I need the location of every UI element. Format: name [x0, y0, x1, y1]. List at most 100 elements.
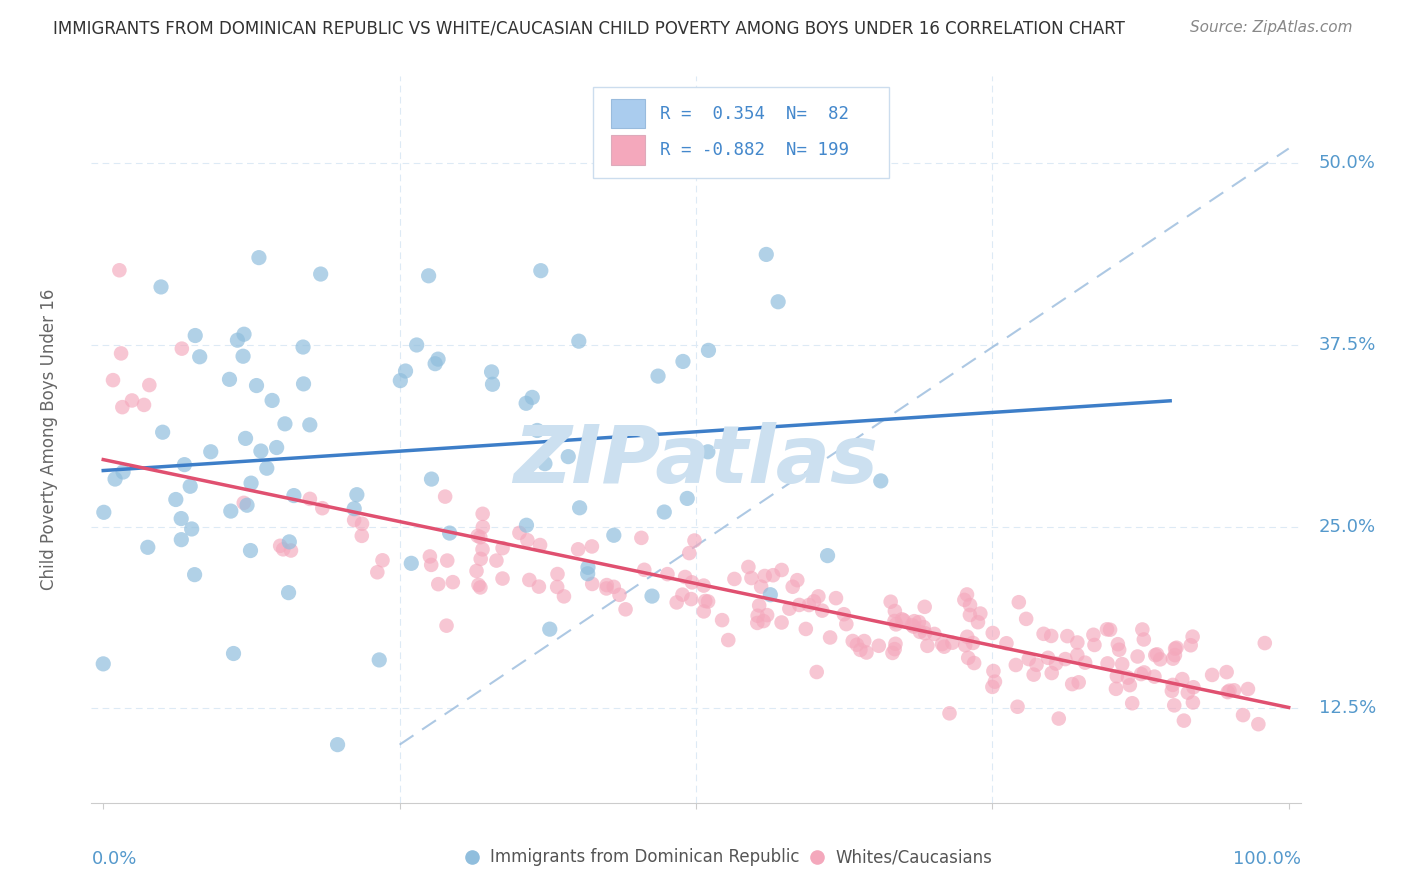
Point [959, 607, 981, 622]
Point [957, 651, 980, 665]
Point [1067, 675, 1090, 690]
Point [389, 374, 412, 388]
Text: ZIPatlas: ZIPatlas [513, 422, 879, 500]
Text: Source: ZipAtlas.com: Source: ZipAtlas.com [1189, 20, 1353, 35]
Point [671, 588, 693, 602]
Point [1180, 638, 1202, 652]
Point [568, 334, 591, 348]
Point [1177, 686, 1199, 700]
Point [256, 461, 278, 475]
Point [418, 268, 440, 283]
Point [394, 364, 416, 378]
Point [111, 400, 134, 414]
Point [647, 369, 669, 384]
Bar [612, 136, 645, 164]
Point [530, 263, 553, 277]
Point [434, 490, 457, 504]
Point [603, 580, 626, 594]
Point [110, 346, 132, 360]
Point [818, 631, 841, 645]
Point [546, 580, 568, 594]
Point [1216, 685, 1239, 699]
Point [883, 604, 905, 618]
Point [1105, 681, 1128, 696]
Point [101, 373, 124, 387]
Point [471, 520, 494, 534]
Point [956, 630, 979, 644]
Point [226, 333, 249, 347]
Point [557, 450, 579, 464]
Point [1161, 651, 1184, 665]
Point [1095, 622, 1118, 636]
Point [470, 530, 492, 544]
Point [136, 541, 159, 555]
Point [188, 350, 211, 364]
Point [787, 598, 810, 612]
Text: Immigrants from Dominican Republic: Immigrants from Dominican Republic [491, 848, 800, 866]
Point [766, 294, 789, 309]
Point [274, 417, 297, 431]
Point [1181, 630, 1204, 644]
Point [247, 251, 270, 265]
Point [108, 263, 131, 277]
Point [1143, 670, 1166, 684]
Point [465, 564, 488, 578]
Point [250, 444, 273, 458]
Point [233, 327, 256, 342]
Point [522, 390, 544, 404]
Point [538, 622, 561, 636]
Point [1130, 667, 1153, 681]
Point [371, 553, 394, 567]
Point [782, 580, 804, 594]
Point [239, 543, 262, 558]
Point [995, 636, 1018, 650]
Point [891, 612, 914, 626]
Point [603, 528, 626, 542]
Point [508, 525, 530, 540]
Point [1119, 678, 1142, 692]
Point [697, 594, 720, 608]
Point [138, 378, 160, 392]
Point [807, 590, 830, 604]
Point [983, 664, 1005, 678]
Point [723, 572, 745, 586]
Point [547, 567, 569, 582]
Point [749, 580, 772, 594]
Point [581, 577, 603, 591]
Point [1146, 648, 1168, 662]
Point [1164, 641, 1187, 656]
Point [1040, 666, 1063, 681]
Point [280, 543, 302, 558]
Point [298, 417, 321, 432]
Point [218, 372, 240, 386]
Point [1201, 668, 1223, 682]
Point [219, 504, 242, 518]
Point [901, 618, 924, 632]
Point [683, 533, 706, 548]
Point [825, 591, 848, 606]
Bar [612, 99, 645, 128]
Point [298, 491, 321, 506]
Point [817, 549, 839, 563]
Text: 37.5%: 37.5% [1319, 335, 1376, 354]
Point [883, 642, 905, 657]
Point [1008, 595, 1031, 609]
Point [956, 587, 979, 601]
Point [93, 505, 115, 519]
Text: 50.0%: 50.0% [1319, 154, 1375, 172]
Point [1181, 696, 1204, 710]
Point [1237, 681, 1260, 696]
Point [673, 570, 696, 584]
Point [641, 589, 664, 603]
Point [427, 352, 450, 367]
Point [436, 618, 458, 632]
Point [419, 549, 441, 564]
Point [420, 558, 443, 572]
Point [343, 501, 366, 516]
Point [436, 553, 458, 567]
Point [984, 674, 1007, 689]
Point [853, 634, 876, 648]
Point [786, 573, 808, 587]
Point [754, 569, 776, 583]
Point [652, 505, 675, 519]
